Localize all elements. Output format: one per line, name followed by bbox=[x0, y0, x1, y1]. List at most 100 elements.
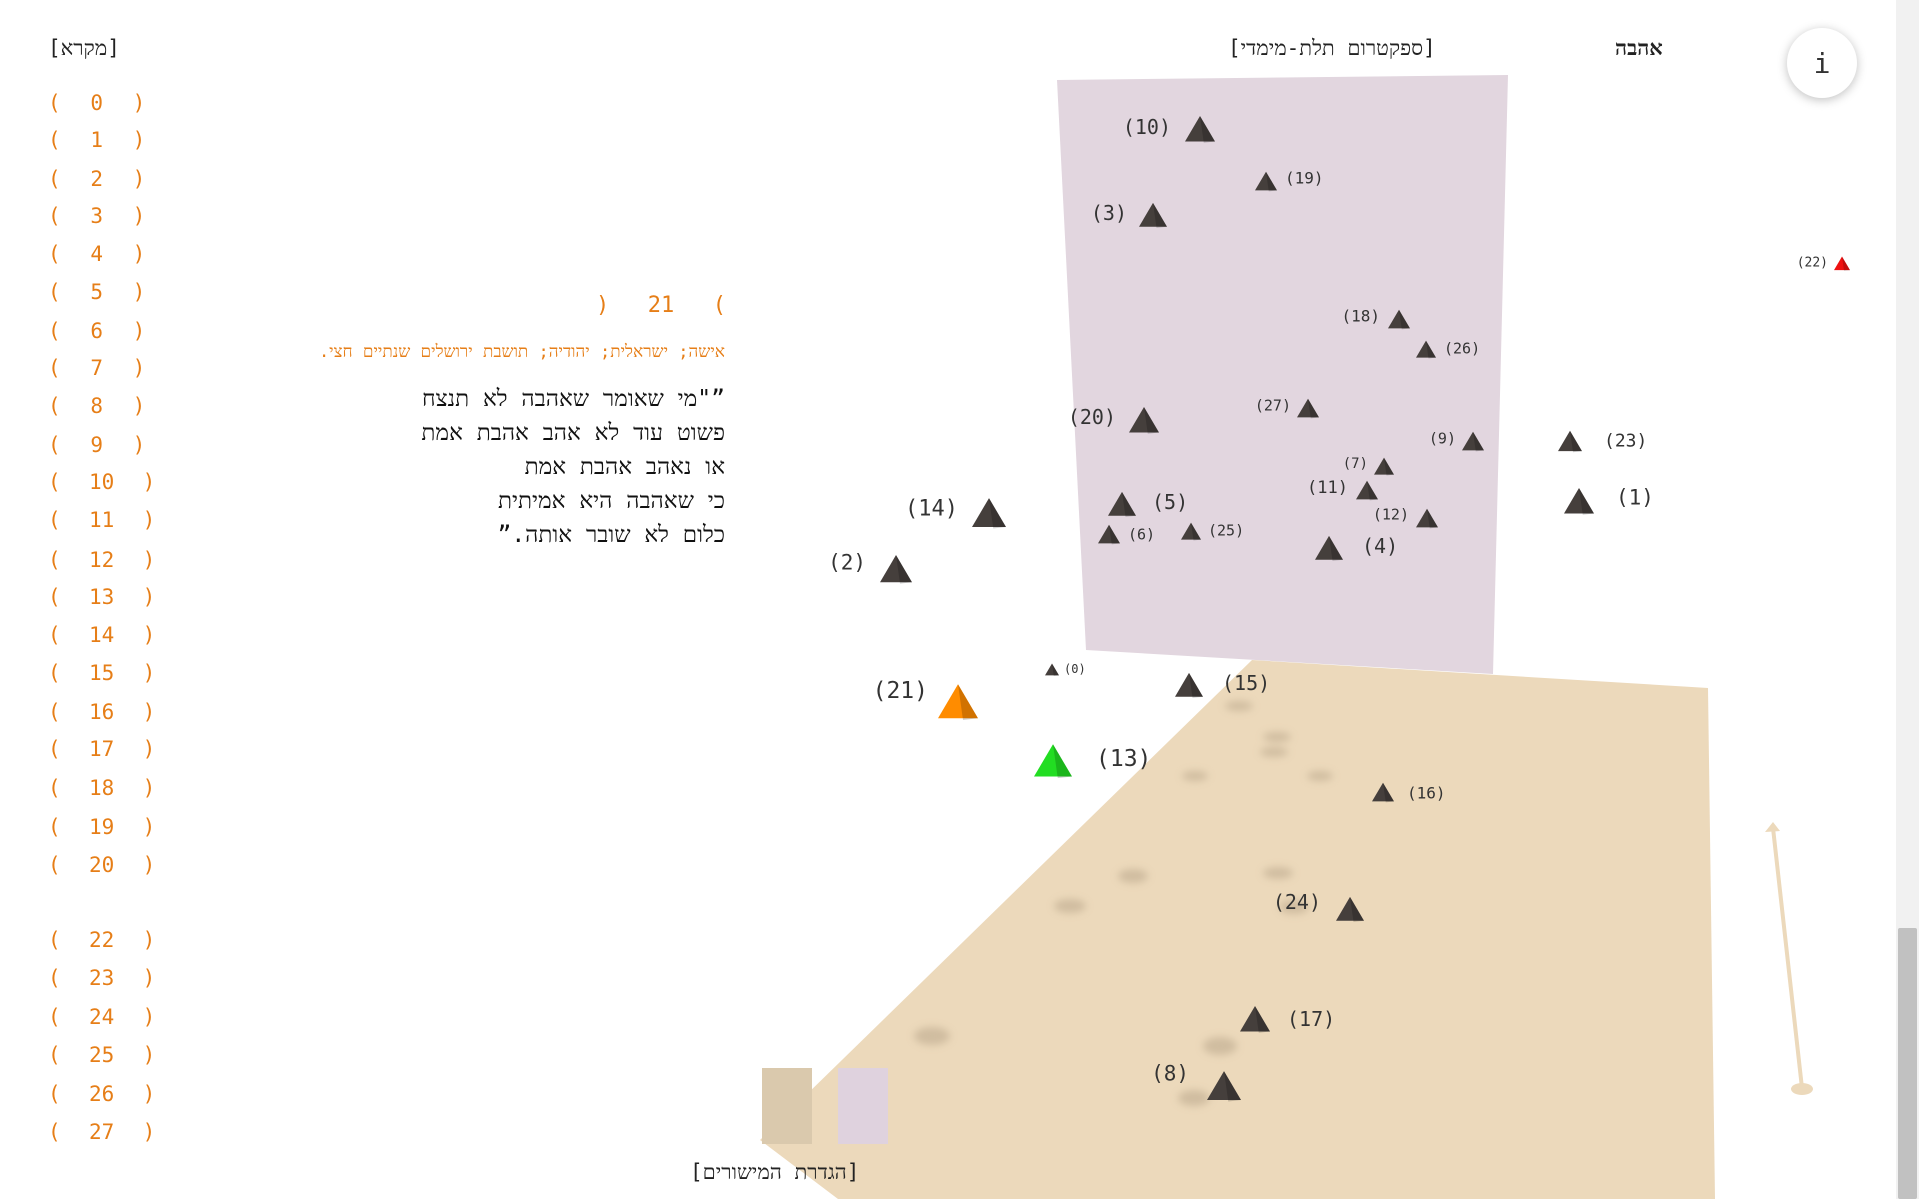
legend-item-20[interactable]: (20) bbox=[48, 850, 155, 880]
marker-11[interactable]: (11) bbox=[1307, 478, 1378, 501]
marker-25[interactable]: (25) bbox=[1181, 521, 1244, 541]
marker-15[interactable]: (15) bbox=[1175, 671, 1270, 698]
vertical-plane-swatch[interactable] bbox=[838, 1068, 888, 1144]
vertical-plane bbox=[1057, 75, 1508, 674]
marker-14[interactable]: (14) bbox=[905, 497, 1006, 529]
legend-item-9[interactable]: (9) bbox=[48, 430, 145, 460]
legend-bracket: ( bbox=[48, 470, 61, 494]
selected-meta: אישה; ישראלית; יהודיה; תושבת ירושלים שנת… bbox=[318, 342, 725, 362]
marker-17[interactable]: (17) bbox=[1240, 1005, 1335, 1033]
marker-shadow bbox=[1225, 701, 1253, 711]
marker-18[interactable]: (18) bbox=[1341, 307, 1410, 330]
pyramid-face bbox=[1473, 431, 1484, 452]
marker-label: (27) bbox=[1255, 396, 1291, 414]
legend-item-26[interactable]: (26) bbox=[48, 1079, 155, 1109]
marker-label: (6) bbox=[1128, 525, 1155, 543]
legend-item-22[interactable]: (22) bbox=[48, 925, 155, 955]
legend-item-3[interactable]: (3) bbox=[48, 201, 145, 231]
floor-plane-swatch[interactable] bbox=[762, 1068, 812, 1144]
scrollbar-track[interactable] bbox=[1896, 0, 1919, 1199]
marker-6[interactable]: (6) bbox=[1098, 524, 1155, 545]
marker-4[interactable]: (4) bbox=[1315, 534, 1398, 561]
legend-item-15[interactable]: (15) bbox=[48, 658, 155, 688]
legend-bracket: ) bbox=[142, 661, 156, 685]
legend-item-14[interactable]: (14) bbox=[48, 620, 155, 650]
marker-13[interactable]: (13) bbox=[1034, 744, 1151, 779]
marker-27[interactable]: (27) bbox=[1255, 396, 1319, 419]
legend-number: 27 bbox=[89, 1120, 115, 1144]
marker-22[interactable]: (22) bbox=[1797, 256, 1850, 271]
legend-item-0[interactable]: (0) bbox=[48, 88, 145, 118]
legend-item-4[interactable]: (4) bbox=[48, 239, 145, 269]
marker-12[interactable]: (12) bbox=[1373, 505, 1438, 529]
marker-shadow bbox=[1307, 771, 1333, 781]
marker-16[interactable]: (16) bbox=[1372, 782, 1446, 803]
legend-bracket: ) bbox=[142, 1082, 156, 1106]
legend-item-5[interactable]: (5) bbox=[48, 277, 145, 307]
legend-item-17[interactable]: (17) bbox=[48, 734, 155, 764]
marker-label: (20) bbox=[1068, 405, 1116, 429]
marker-shadow bbox=[1118, 869, 1148, 883]
legend-bracket: ( bbox=[48, 319, 61, 343]
legend-item-18[interactable]: (18) bbox=[48, 773, 155, 803]
legend-number: 18 bbox=[89, 776, 115, 800]
marker-shadow bbox=[1203, 1037, 1237, 1055]
legend-item-16[interactable]: (16) bbox=[48, 697, 155, 727]
plane-settings-button[interactable]: [הגדרת המישורים] bbox=[690, 1160, 860, 1184]
marker-0[interactable]: (0) bbox=[1045, 662, 1086, 676]
legend-item-27[interactable]: (27) bbox=[48, 1117, 155, 1147]
marker-shadow bbox=[1279, 900, 1309, 914]
marker-19[interactable]: (19) bbox=[1255, 169, 1324, 192]
marker-26[interactable]: (26) bbox=[1416, 339, 1480, 359]
marker-label: (19) bbox=[1285, 169, 1324, 188]
marker-2[interactable]: (2) bbox=[828, 550, 912, 584]
legend-item-13[interactable]: (13) bbox=[48, 582, 155, 612]
marker-5[interactable]: (5) bbox=[1108, 490, 1188, 517]
legend-bracket: ) bbox=[132, 319, 146, 343]
pyramid-face bbox=[1367, 480, 1378, 501]
legend-item-25[interactable]: (25) bbox=[48, 1040, 155, 1070]
marker-label: (3) bbox=[1091, 201, 1127, 225]
marker-21[interactable]: (21) bbox=[873, 678, 978, 720]
legend-item-12[interactable]: (12) bbox=[48, 545, 155, 575]
marker-24[interactable]: (24) bbox=[1273, 890, 1364, 922]
marker-label: (5) bbox=[1152, 490, 1188, 514]
marker-3[interactable]: (3) bbox=[1091, 201, 1167, 228]
scrollbar-thumb[interactable] bbox=[1898, 928, 1917, 1199]
marker-8[interactable]: (8) bbox=[1151, 1061, 1241, 1102]
legend-bracket: ( bbox=[48, 928, 61, 952]
legend-item-7[interactable]: (7) bbox=[48, 353, 145, 383]
marker-9[interactable]: (9) bbox=[1429, 429, 1484, 452]
legend-item-11[interactable]: (11) bbox=[48, 505, 155, 535]
pyramid-face bbox=[1255, 1005, 1270, 1033]
legend-title: [מקרא] bbox=[48, 36, 120, 60]
legend-item-19[interactable]: (19) bbox=[48, 812, 155, 842]
pyramid-face bbox=[1426, 340, 1436, 359]
legend-item-6[interactable]: (6) bbox=[48, 316, 145, 346]
marker-10[interactable]: (10) bbox=[1123, 115, 1215, 143]
marker-label: (26) bbox=[1444, 339, 1480, 357]
marker-20[interactable]: (20) bbox=[1068, 405, 1159, 434]
pyramid-face bbox=[1122, 491, 1136, 517]
quote-line: ”"מי שאומר שאהבה לא תנצח bbox=[421, 386, 725, 412]
legend-item-23[interactable]: (23) bbox=[48, 963, 155, 993]
marker-7[interactable]: (7) bbox=[1343, 456, 1394, 476]
legend-item-24[interactable]: (24) bbox=[48, 1002, 155, 1032]
marker-23[interactable]: (23) bbox=[1558, 430, 1647, 453]
legend-item-8[interactable]: (8) bbox=[48, 391, 145, 421]
legend-bracket: ( bbox=[48, 966, 61, 990]
info-button[interactable]: i bbox=[1787, 28, 1857, 98]
marker-1[interactable]: (1) bbox=[1564, 485, 1654, 515]
pyramid-icon bbox=[1564, 487, 1594, 514]
legend-bracket: ) bbox=[132, 280, 146, 304]
legend-number: 13 bbox=[89, 585, 115, 609]
legend-bracket: ) bbox=[142, 966, 156, 990]
legend-item-2[interactable]: (2) bbox=[48, 164, 145, 194]
pyramid-face bbox=[1052, 663, 1059, 676]
legend-item-1[interactable]: (1) bbox=[48, 125, 145, 155]
legend-item-10[interactable]: (10) bbox=[48, 467, 155, 497]
vertical-axis bbox=[1765, 822, 1813, 1095]
legend-number: 3 bbox=[90, 204, 103, 228]
pyramid-icon bbox=[1175, 672, 1203, 697]
